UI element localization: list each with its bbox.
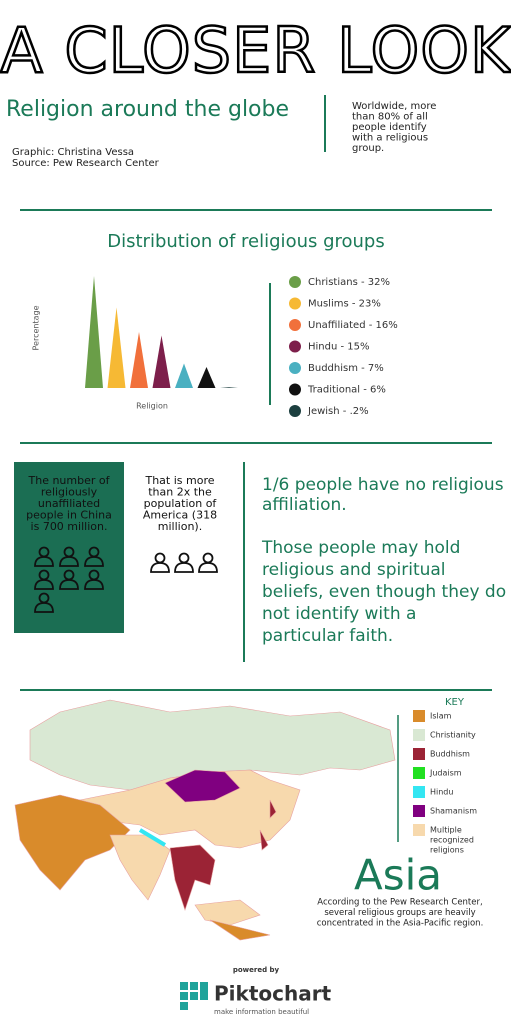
- china-text: is 700 million.: [31, 520, 108, 533]
- headline: 1/6 people have no religious: [262, 475, 504, 495]
- powered: powered by: [233, 966, 280, 974]
- key-swatch: [413, 748, 425, 760]
- note: Worldwide, more: [352, 101, 436, 112]
- subtitle: Religion around the globe: [6, 97, 289, 122]
- person-icon: [59, 579, 79, 590]
- legend-label: Christians - 32%: [308, 277, 390, 288]
- credit: Source: Pew Research Center: [12, 158, 160, 169]
- body-text: religious and spiritual: [262, 560, 446, 580]
- title: A CLOSER LOOK: [0, 14, 511, 87]
- legend-dot: [289, 340, 301, 353]
- person-icon: [178, 552, 190, 564]
- body-text: beliefs, even though they do: [262, 582, 506, 602]
- triangle-bar: [220, 387, 238, 388]
- legend-dot: [289, 405, 301, 417]
- triangle-bar: [85, 276, 103, 388]
- asia-map: [14, 699, 396, 941]
- compare-text: That is more: [144, 474, 214, 487]
- key-label: Judaism: [429, 769, 462, 778]
- triangle-bar: [107, 307, 126, 388]
- key-label: Islam: [430, 712, 452, 721]
- key-label: religions: [430, 846, 464, 855]
- key-swatch: [413, 824, 425, 836]
- triangle-bar: [130, 332, 148, 388]
- person-icon: [59, 556, 79, 567]
- person-icon: [34, 556, 54, 567]
- key-title: KEY: [445, 697, 465, 708]
- note: people identify: [352, 122, 427, 133]
- key-label: Shamanism: [430, 807, 477, 816]
- person-icon: [154, 552, 166, 564]
- compare-text: population of: [144, 497, 218, 510]
- legend-dot: [289, 319, 301, 331]
- key-swatch: [413, 805, 425, 817]
- person-icon: [84, 556, 104, 567]
- logo: [180, 982, 208, 1010]
- compare-text: than 2x the: [148, 486, 212, 499]
- key-label: Christianity: [430, 731, 476, 740]
- key-label: Multiple: [430, 826, 462, 835]
- chart-title: Distribution of religious groups: [107, 231, 385, 252]
- legend-label: Jewish - .2%: [307, 406, 369, 417]
- person-icon: [150, 562, 170, 573]
- credit: Graphic: Christina Vessa: [12, 147, 134, 158]
- legend-label: Unaffiliated - 16%: [308, 320, 398, 331]
- note: group.: [352, 143, 384, 154]
- tagline: make information beautiful: [214, 1008, 309, 1016]
- person-icon: [34, 579, 54, 590]
- y-label: Percentage: [32, 305, 41, 350]
- key-label: Buddhism: [430, 750, 470, 759]
- legend-label: Traditional - 6%: [307, 385, 386, 396]
- legend-label: Buddhism - 7%: [308, 363, 384, 374]
- x-label: Religion: [136, 402, 168, 411]
- note: with a religious: [352, 133, 428, 144]
- caption: According to the Pew Research Center,: [317, 898, 482, 908]
- key-label: recognized: [430, 836, 474, 845]
- key-swatch: [413, 786, 425, 798]
- compare-text: million).: [158, 520, 202, 533]
- triangle-bar: [175, 363, 193, 388]
- china-text: unaffiliated: [38, 497, 100, 510]
- note: than 80% of all: [352, 112, 428, 123]
- key-label: Hindu: [430, 788, 453, 797]
- person-icon: [34, 602, 54, 613]
- legend-dot: [289, 276, 301, 288]
- legend-dot: [289, 383, 301, 396]
- person-icon: [84, 579, 104, 590]
- legend-label: Muslims - 23%: [308, 299, 381, 310]
- person-icon: [198, 562, 218, 573]
- compare-text: America (318: [143, 509, 217, 522]
- legend-label: Hindu - 15%: [308, 342, 370, 353]
- china-text: religiously: [41, 486, 98, 499]
- key-swatch: [413, 767, 425, 779]
- caption: several religious groups are heavily: [324, 908, 475, 918]
- body-text: particular faith.: [262, 626, 393, 646]
- key-swatch: [413, 710, 425, 722]
- body-text: Those people may hold: [261, 538, 460, 558]
- region: Asia: [354, 851, 442, 900]
- person-icon: [202, 552, 214, 564]
- legend-dot: [289, 362, 301, 374]
- person-icon: [174, 562, 194, 573]
- china-text: people in China: [26, 509, 112, 522]
- caption: concentrated in the Asia-Pacific region.: [317, 919, 484, 929]
- triangle-bar: [197, 367, 216, 388]
- headline: affiliation.: [262, 495, 347, 515]
- triangle-bar: [152, 335, 171, 388]
- body-text: not identify with a: [262, 604, 416, 624]
- legend-dot: [289, 297, 301, 310]
- china-text: The number of: [28, 474, 111, 487]
- key-swatch: [413, 729, 425, 741]
- brand: Piktochart: [214, 982, 332, 1006]
